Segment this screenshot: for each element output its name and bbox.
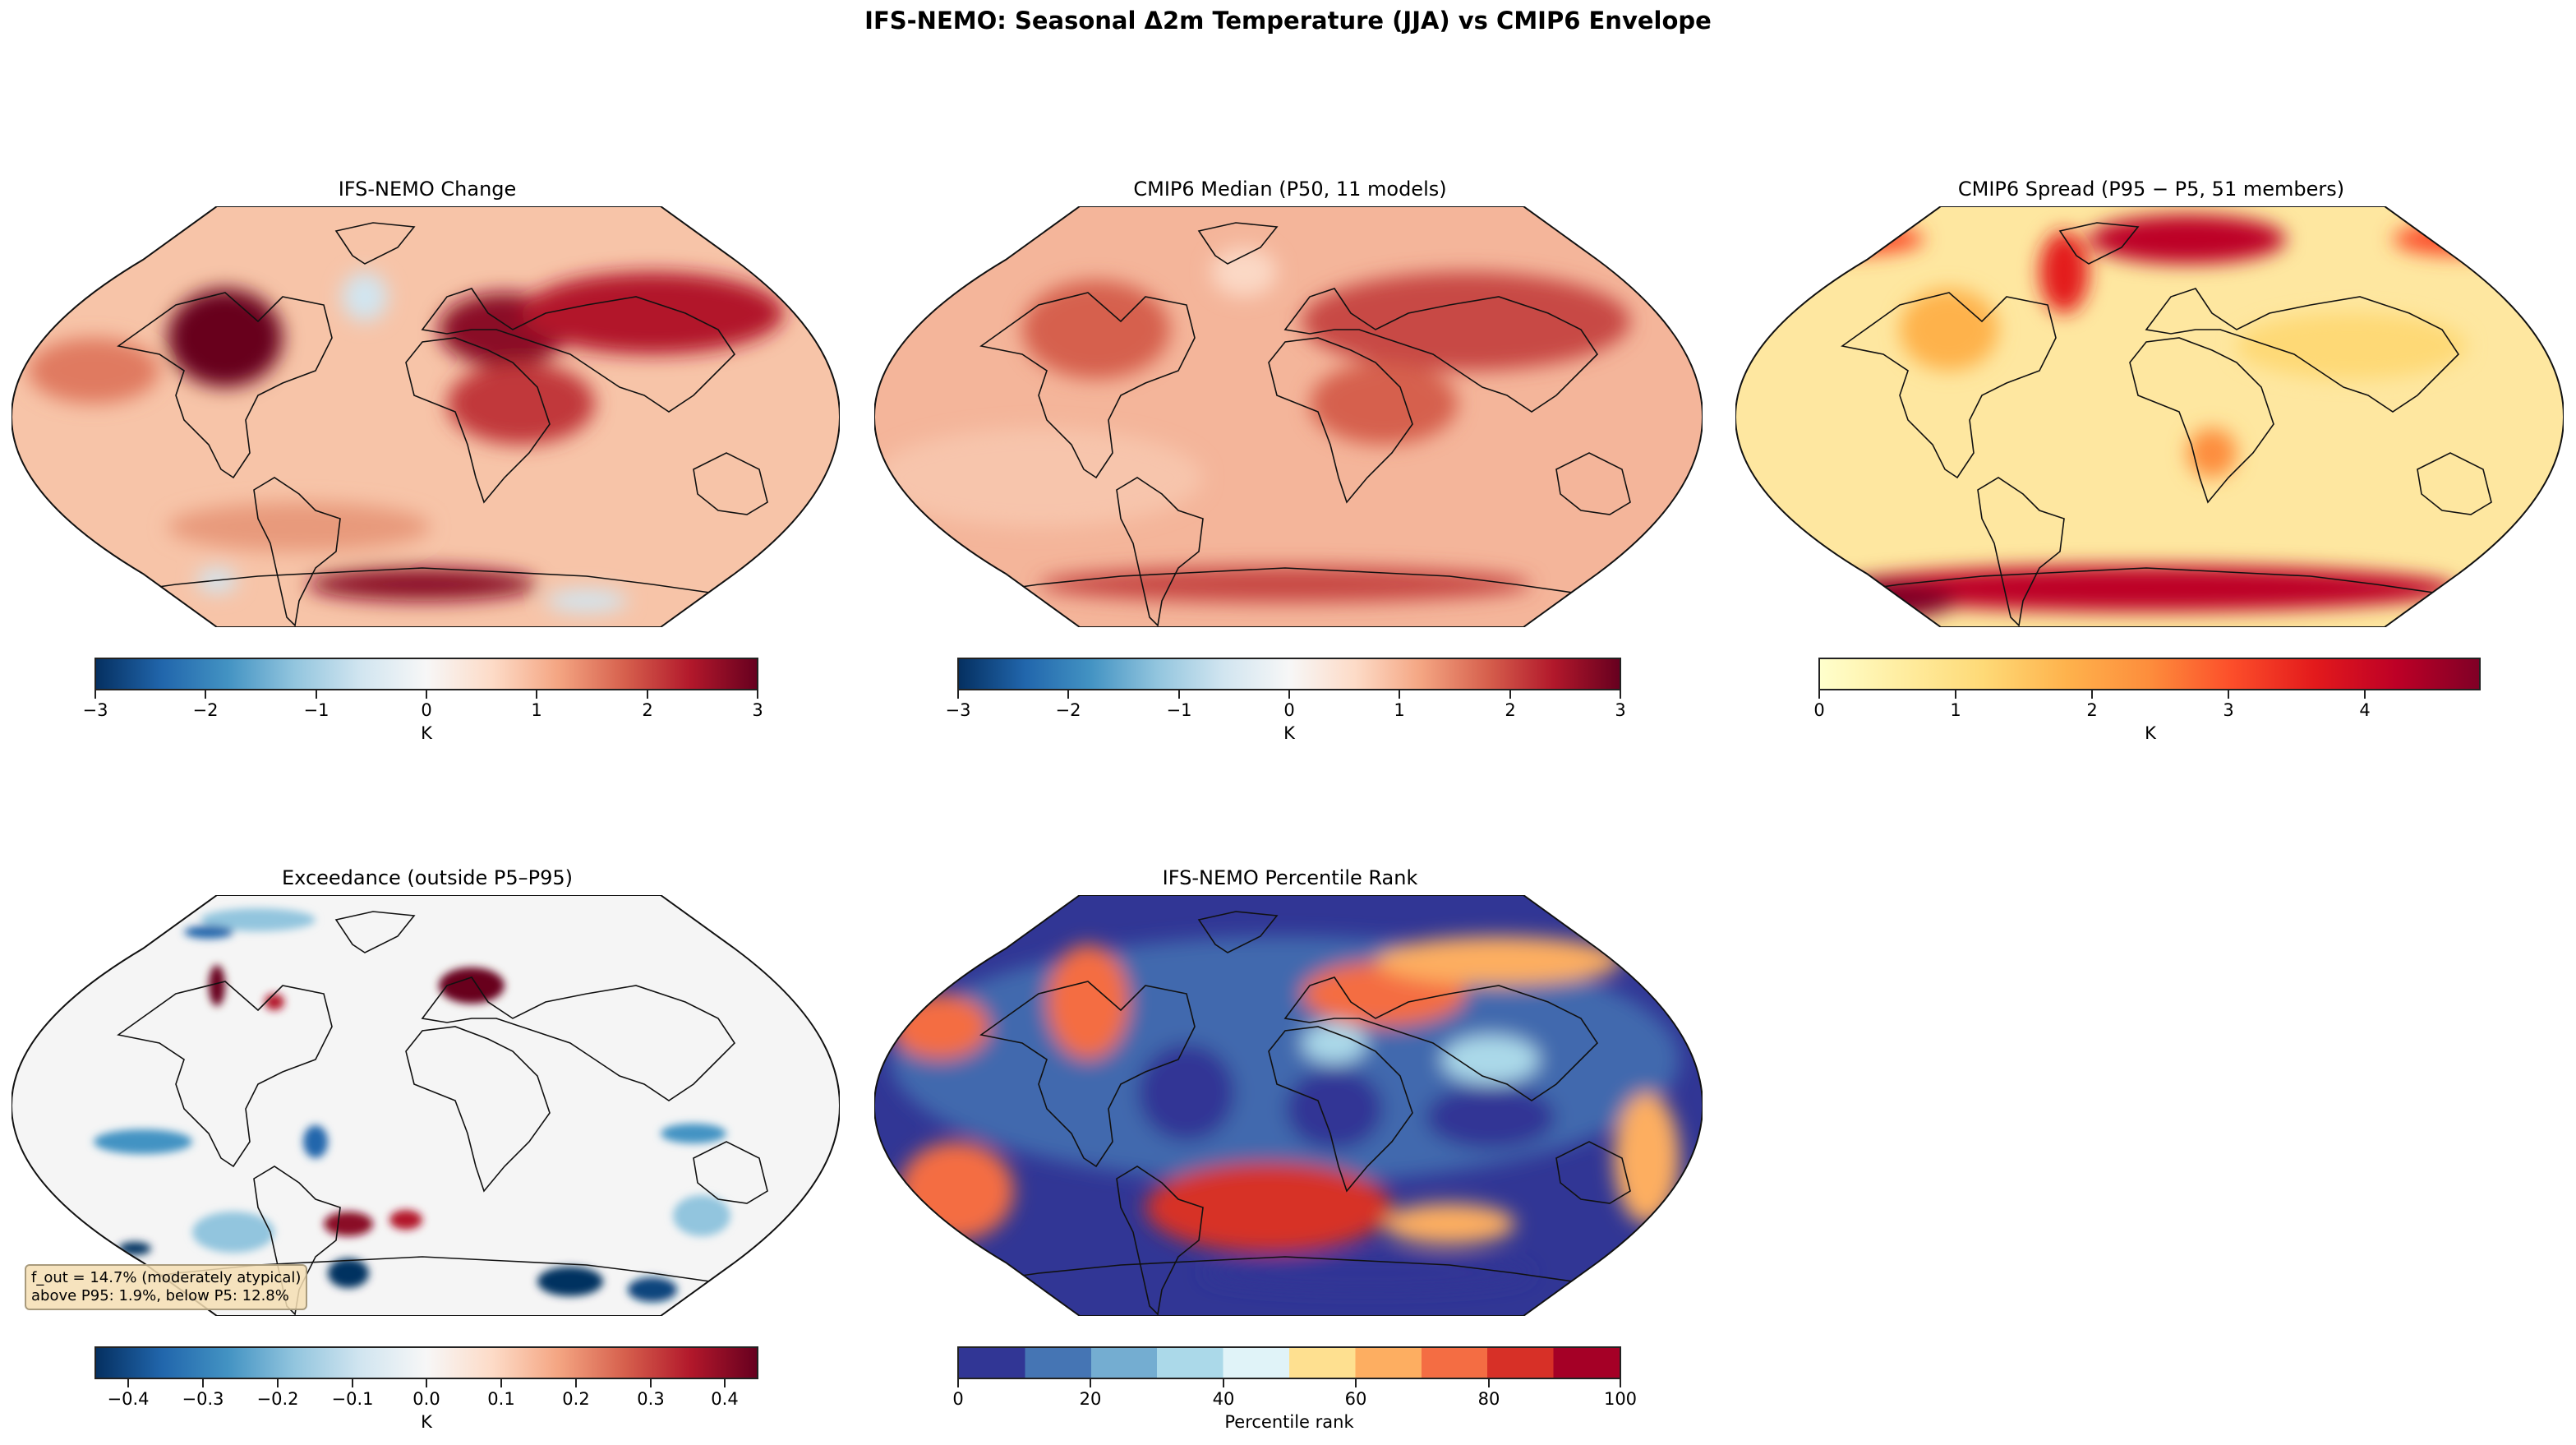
- map-cmip6-median: [874, 206, 1703, 627]
- colorbar-tick-label: −1: [303, 700, 329, 720]
- map-cmip6-spread: [1735, 206, 2564, 627]
- colorbar-tick: [1399, 690, 1400, 699]
- colorbar-tick: [1090, 1379, 1091, 1387]
- colorbar-tick: [1178, 690, 1180, 699]
- colorbar-tick-label: 3: [752, 700, 763, 720]
- colorbar-tick: [2364, 690, 2366, 699]
- colorbar-tick-label: 4: [2359, 700, 2371, 720]
- colorbar-tick: [2091, 690, 2093, 699]
- colorbar-tick: [757, 690, 758, 699]
- colorbar-tick: [2228, 690, 2229, 699]
- colorbar-tick: [277, 1379, 279, 1387]
- colorbar-label: K: [421, 723, 432, 743]
- colorbar-tick-label: 0: [1813, 700, 1825, 720]
- colorbar-tick: [316, 690, 317, 699]
- colorbar-tick: [202, 1379, 204, 1387]
- colorbar-tick: [426, 690, 427, 699]
- exceedance-annotation-box: f_out = 14.7% (moderately atypical) abov…: [25, 1264, 308, 1310]
- colorbar-exceedance: [94, 1346, 758, 1379]
- colorbar-tick-label: 60: [1344, 1389, 1367, 1409]
- colorbar-tick-label: 0.3: [637, 1389, 665, 1409]
- colorbar-tick-label: 2: [642, 700, 653, 720]
- figure-title: IFS-NEMO: Seasonal Δ2m Temperature (JJA)…: [864, 7, 1712, 35]
- annotation-line-above-below: above P95: 1.9%, below P5: 12.8%: [31, 1287, 289, 1304]
- colorbar-tick: [1067, 690, 1069, 699]
- colorbar-tick: [127, 1379, 129, 1387]
- colorbar-label: K: [2145, 723, 2156, 743]
- map-exceedance: [12, 895, 840, 1316]
- colorbar-tick-label: 100: [1603, 1389, 1638, 1409]
- colorbar-tick-label: 0: [421, 700, 432, 720]
- colorbar-tick: [957, 1379, 959, 1387]
- colorbar-percentile-rank: [957, 1346, 1621, 1379]
- colorbar-tick: [352, 1379, 353, 1387]
- colorbar-tick-label: −0.2: [256, 1389, 299, 1409]
- colorbar-tick-label: 0: [952, 1389, 964, 1409]
- colorbar-tick-label: 0.0: [412, 1389, 440, 1409]
- colorbar-tick-label: 20: [1079, 1389, 1102, 1409]
- colorbar-ifs-change: [94, 658, 758, 690]
- colorbar-tick: [1955, 690, 1956, 699]
- colorbar-tick-label: 80: [1477, 1389, 1500, 1409]
- colorbar-tick: [1288, 690, 1290, 699]
- colorbar-tick: [647, 690, 648, 699]
- colorbar-tick: [957, 690, 959, 699]
- colorbar-tick-label: −0.1: [331, 1389, 374, 1409]
- colorbar-tick: [1509, 690, 1511, 699]
- colorbar-tick-label: −2: [1055, 700, 1081, 720]
- colorbar-tick: [1620, 690, 1621, 699]
- colorbar-tick: [1355, 1379, 1357, 1387]
- colorbar-tick-label: 0: [1283, 700, 1295, 720]
- panel-title: CMIP6 Median (P50, 11 models): [1133, 178, 1447, 201]
- colorbar-tick-label: 1: [1950, 700, 1961, 720]
- map-ifs-change: [12, 206, 840, 627]
- colorbar-tick: [575, 1379, 577, 1387]
- colorbar-tick-label: −0.4: [107, 1389, 150, 1409]
- colorbar-tick-label: −3: [945, 700, 971, 720]
- panel-title: IFS-NEMO Change: [338, 178, 517, 201]
- colorbar-label: K: [1283, 723, 1295, 743]
- colorbar-label: Percentile rank: [1224, 1412, 1354, 1432]
- panel-title: IFS-NEMO Percentile Rank: [1162, 866, 1418, 889]
- map-percentile-rank: [874, 895, 1703, 1316]
- colorbar-tick-label: 2: [2086, 700, 2098, 720]
- colorbar-tick: [1223, 1379, 1224, 1387]
- colorbar-tick-label: 3: [1615, 700, 1626, 720]
- colorbar-cmip6-median: [957, 658, 1621, 690]
- colorbar-cmip6-spread: [1818, 658, 2481, 690]
- colorbar-tick: [724, 1379, 726, 1387]
- colorbar-tick: [650, 1379, 652, 1387]
- colorbar-tick: [94, 690, 96, 699]
- colorbar-tick: [426, 1379, 427, 1387]
- annotation-line-fout: f_out = 14.7% (moderately atypical): [31, 1269, 302, 1286]
- colorbar-tick: [1818, 690, 1820, 699]
- colorbar-tick: [1488, 1379, 1490, 1387]
- colorbar-tick-label: 1: [1394, 700, 1405, 720]
- colorbar-tick-label: 2: [1505, 700, 1516, 720]
- colorbar-label: K: [421, 1412, 432, 1432]
- colorbar-tick-label: 0.4: [711, 1389, 739, 1409]
- colorbar-tick-label: 3: [2223, 700, 2234, 720]
- colorbar-tick-label: −3: [82, 700, 108, 720]
- panel-title: CMIP6 Spread (P95 − P5, 51 members): [1957, 178, 2345, 201]
- colorbar-tick-label: 40: [1212, 1389, 1235, 1409]
- panel-title: Exceedance (outside P5–P95): [282, 866, 573, 889]
- colorbar-tick-label: 0.2: [562, 1389, 590, 1409]
- colorbar-tick-label: 1: [531, 700, 542, 720]
- colorbar-tick: [1620, 1379, 1621, 1387]
- colorbar-tick: [205, 690, 206, 699]
- colorbar-tick-label: −2: [192, 700, 219, 720]
- colorbar-tick-label: −0.3: [182, 1389, 224, 1409]
- colorbar-tick-label: −1: [1166, 700, 1192, 720]
- colorbar-tick: [536, 690, 537, 699]
- colorbar-tick: [500, 1379, 502, 1387]
- colorbar-tick-label: 0.1: [487, 1389, 515, 1409]
